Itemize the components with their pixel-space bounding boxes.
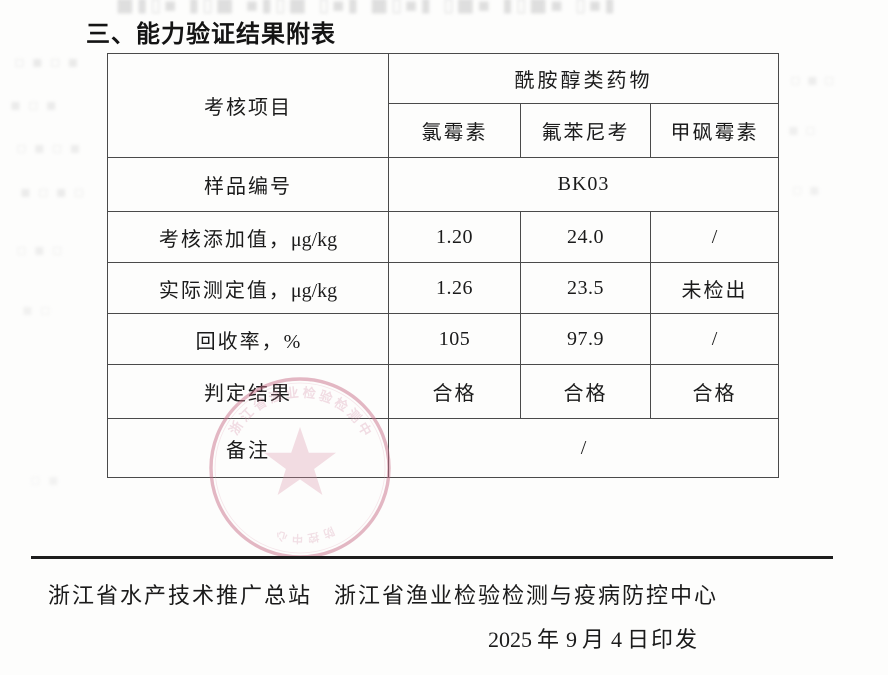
bleed-through-mark: ▪▫	[22, 300, 58, 319]
cell-remark-value: /	[387, 418, 780, 478]
row-label-sample-no: 样品编号	[107, 157, 389, 212]
row-label-verdict: 判定结果	[107, 364, 389, 419]
footer-organizations: 浙江省水产技术推广总站 浙江省渔业检验检测与疫病防控中心	[48, 578, 718, 610]
cell-verdict-florfenicol: 合格	[520, 364, 651, 419]
row-label-recovery: 回收率，%	[107, 313, 389, 365]
date-month-unit: 月	[582, 627, 607, 652]
cell-sample-id: BK03	[387, 157, 780, 212]
row-label-measured-unit: μg/kg	[290, 279, 338, 302]
cell-verdict-chloramphenicol: 合格	[388, 364, 521, 419]
footer-org-right: 浙江省渔业检验检测与疫病防控中心	[334, 584, 719, 609]
cell-measured-florfenicol: 23.5	[520, 262, 651, 314]
header-cell-florfenicol: 氟苯尼考	[520, 103, 651, 158]
footer-divider	[31, 556, 833, 559]
bleed-through-mark: ▪▫▪	[10, 95, 64, 114]
bleed-through-mark: ▫▪▫▪	[16, 138, 88, 157]
row-label-spike-value: 考核添加值，μg/kg	[107, 211, 389, 263]
table-row-remark: 备注 /	[107, 418, 780, 478]
footer-issue-date: 2025 年 9 月 4 日印发	[488, 622, 699, 654]
row-label-spike-unit: μg/kg	[290, 228, 338, 251]
cell-recovery-chloramphenicol: 105	[388, 313, 521, 365]
cell-recovery-florfenicol: 97.9	[520, 313, 651, 365]
table-row-recovery: 回收率，% 105 97.9 /	[107, 313, 780, 365]
date-year-unit: 年	[537, 627, 562, 652]
bleed-through-mark: ▫▪▫	[790, 70, 841, 89]
bleed-through-mark: ▫▪▫	[16, 240, 70, 259]
table-row-measured-value: 实际测定值，μg/kg 1.26 23.5 未检出	[107, 262, 780, 314]
svg-text:中: 中	[292, 532, 303, 546]
date-year: 2025	[488, 627, 532, 652]
cell-measured-chloramphenicol: 1.26	[388, 262, 521, 314]
table-header-row-group: 考核项目 酰胺醇类药物	[107, 53, 780, 158]
cell-spike-chloramphenicol: 1.20	[388, 211, 521, 263]
header-cell-chloramphenicol: 氯霉素	[388, 103, 521, 158]
table-row-spike-value: 考核添加值，μg/kg 1.20 24.0 /	[107, 211, 780, 263]
row-label-recovery-text: 回收率，	[195, 328, 284, 353]
cell-recovery-thiamphenicol: /	[649, 313, 780, 365]
footer-org-left: 浙江省水产技术推广总站	[48, 584, 313, 609]
section-heading: 三、能力验证结果附表	[86, 20, 336, 48]
header-cell-item: 考核项目	[107, 53, 389, 158]
svg-text:防: 防	[321, 524, 337, 541]
svg-text:心: 心	[275, 528, 289, 543]
cell-spike-florfenicol: 24.0	[520, 211, 651, 263]
row-label-remark: 备注	[107, 418, 389, 478]
table-header-row-analytes: 氯霉素 氟苯尼考 甲砜霉素	[108, 103, 780, 158]
bleed-through-mark: ▫▪	[792, 180, 826, 199]
header-cell-thiamphenicol: 甲砜霉素	[649, 103, 780, 158]
cell-measured-thiamphenicol: 未检出	[649, 262, 780, 314]
cell-verdict-thiamphenicol: 合格	[649, 364, 780, 419]
header-cell-drug-group: 酰胺醇类药物	[387, 53, 780, 104]
bleed-through-mark: ▪▫	[788, 120, 822, 139]
capability-verification-table: 考核项目 酰胺醇类药物 氯霉素 氟苯尼考 甲砜霉素 样品编号 BK03 考核添加…	[107, 53, 780, 478]
bleed-through-mark: ▫▪	[30, 470, 66, 489]
row-label-measured-value-text: 实际测定值，	[158, 277, 291, 302]
date-day: 4	[611, 627, 623, 652]
table-row-sample-no: 样品编号 BK03	[107, 157, 780, 212]
bleed-through-mark: ▫▪▫▪	[14, 52, 86, 71]
date-month: 9	[566, 627, 578, 652]
row-label-measured-value: 实际测定值，μg/kg	[107, 262, 389, 314]
table-row-verdict: 判定结果 合格 合格 合格	[107, 364, 780, 419]
cell-spike-thiamphenicol: /	[649, 211, 780, 263]
bleed-through-mark: ▪▫▪▫	[20, 182, 92, 201]
row-label-spike-value-text: 考核添加值，	[158, 226, 291, 251]
date-day-unit: 日印发	[627, 627, 700, 652]
row-label-recovery-unit: %	[283, 330, 301, 353]
svg-text:控: 控	[307, 530, 320, 546]
